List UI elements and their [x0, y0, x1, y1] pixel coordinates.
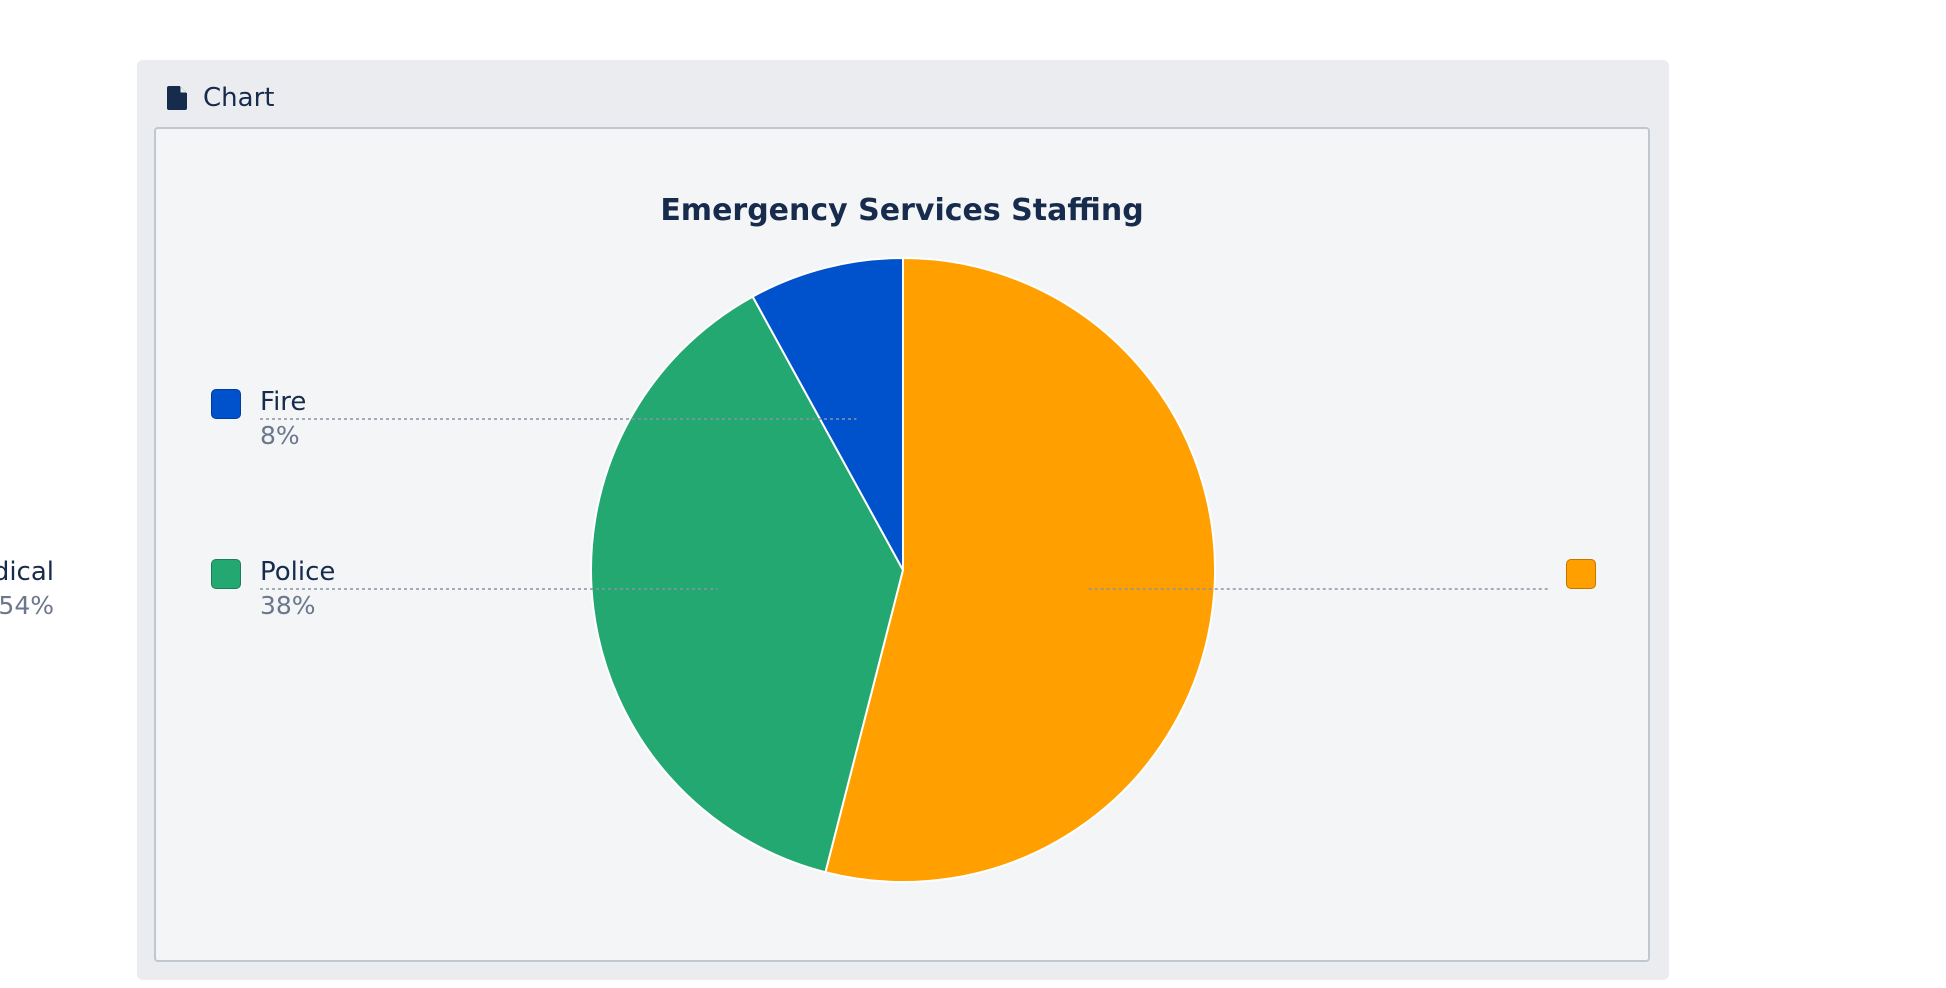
panel-title: Chart — [203, 83, 275, 113]
pie-chart — [260, 256, 1550, 883]
chart-area: Emergency Services Staffing Fire 8% Police… — [0, 127, 1650, 962]
legend-percent-police: 38% — [260, 591, 316, 620]
legend-label-fire: Fire — [260, 387, 307, 417]
chart-panel: Chart Emergency Services Staffing Fire 8%… — [0, 60, 1669, 980]
legend-percent-medical: 54% — [0, 591, 54, 620]
legend-label-medical: Medical — [0, 557, 54, 587]
panel-header: Chart — [167, 78, 274, 118]
pie-slice-police[interactable] — [590, 295, 905, 874]
legend-percent-fire: 8% — [260, 421, 300, 450]
legend-swatch-police — [211, 559, 241, 589]
legend-swatch-medical — [1566, 559, 1596, 589]
legend-swatch-fire — [211, 389, 241, 419]
pie-slice-medical[interactable] — [824, 256, 1216, 883]
pie-slice-fire[interactable] — [751, 256, 904, 571]
chart-title: Emergency Services Staffing — [660, 193, 1144, 228]
document-icon — [167, 86, 189, 110]
legend-label-police: Police — [260, 557, 336, 587]
